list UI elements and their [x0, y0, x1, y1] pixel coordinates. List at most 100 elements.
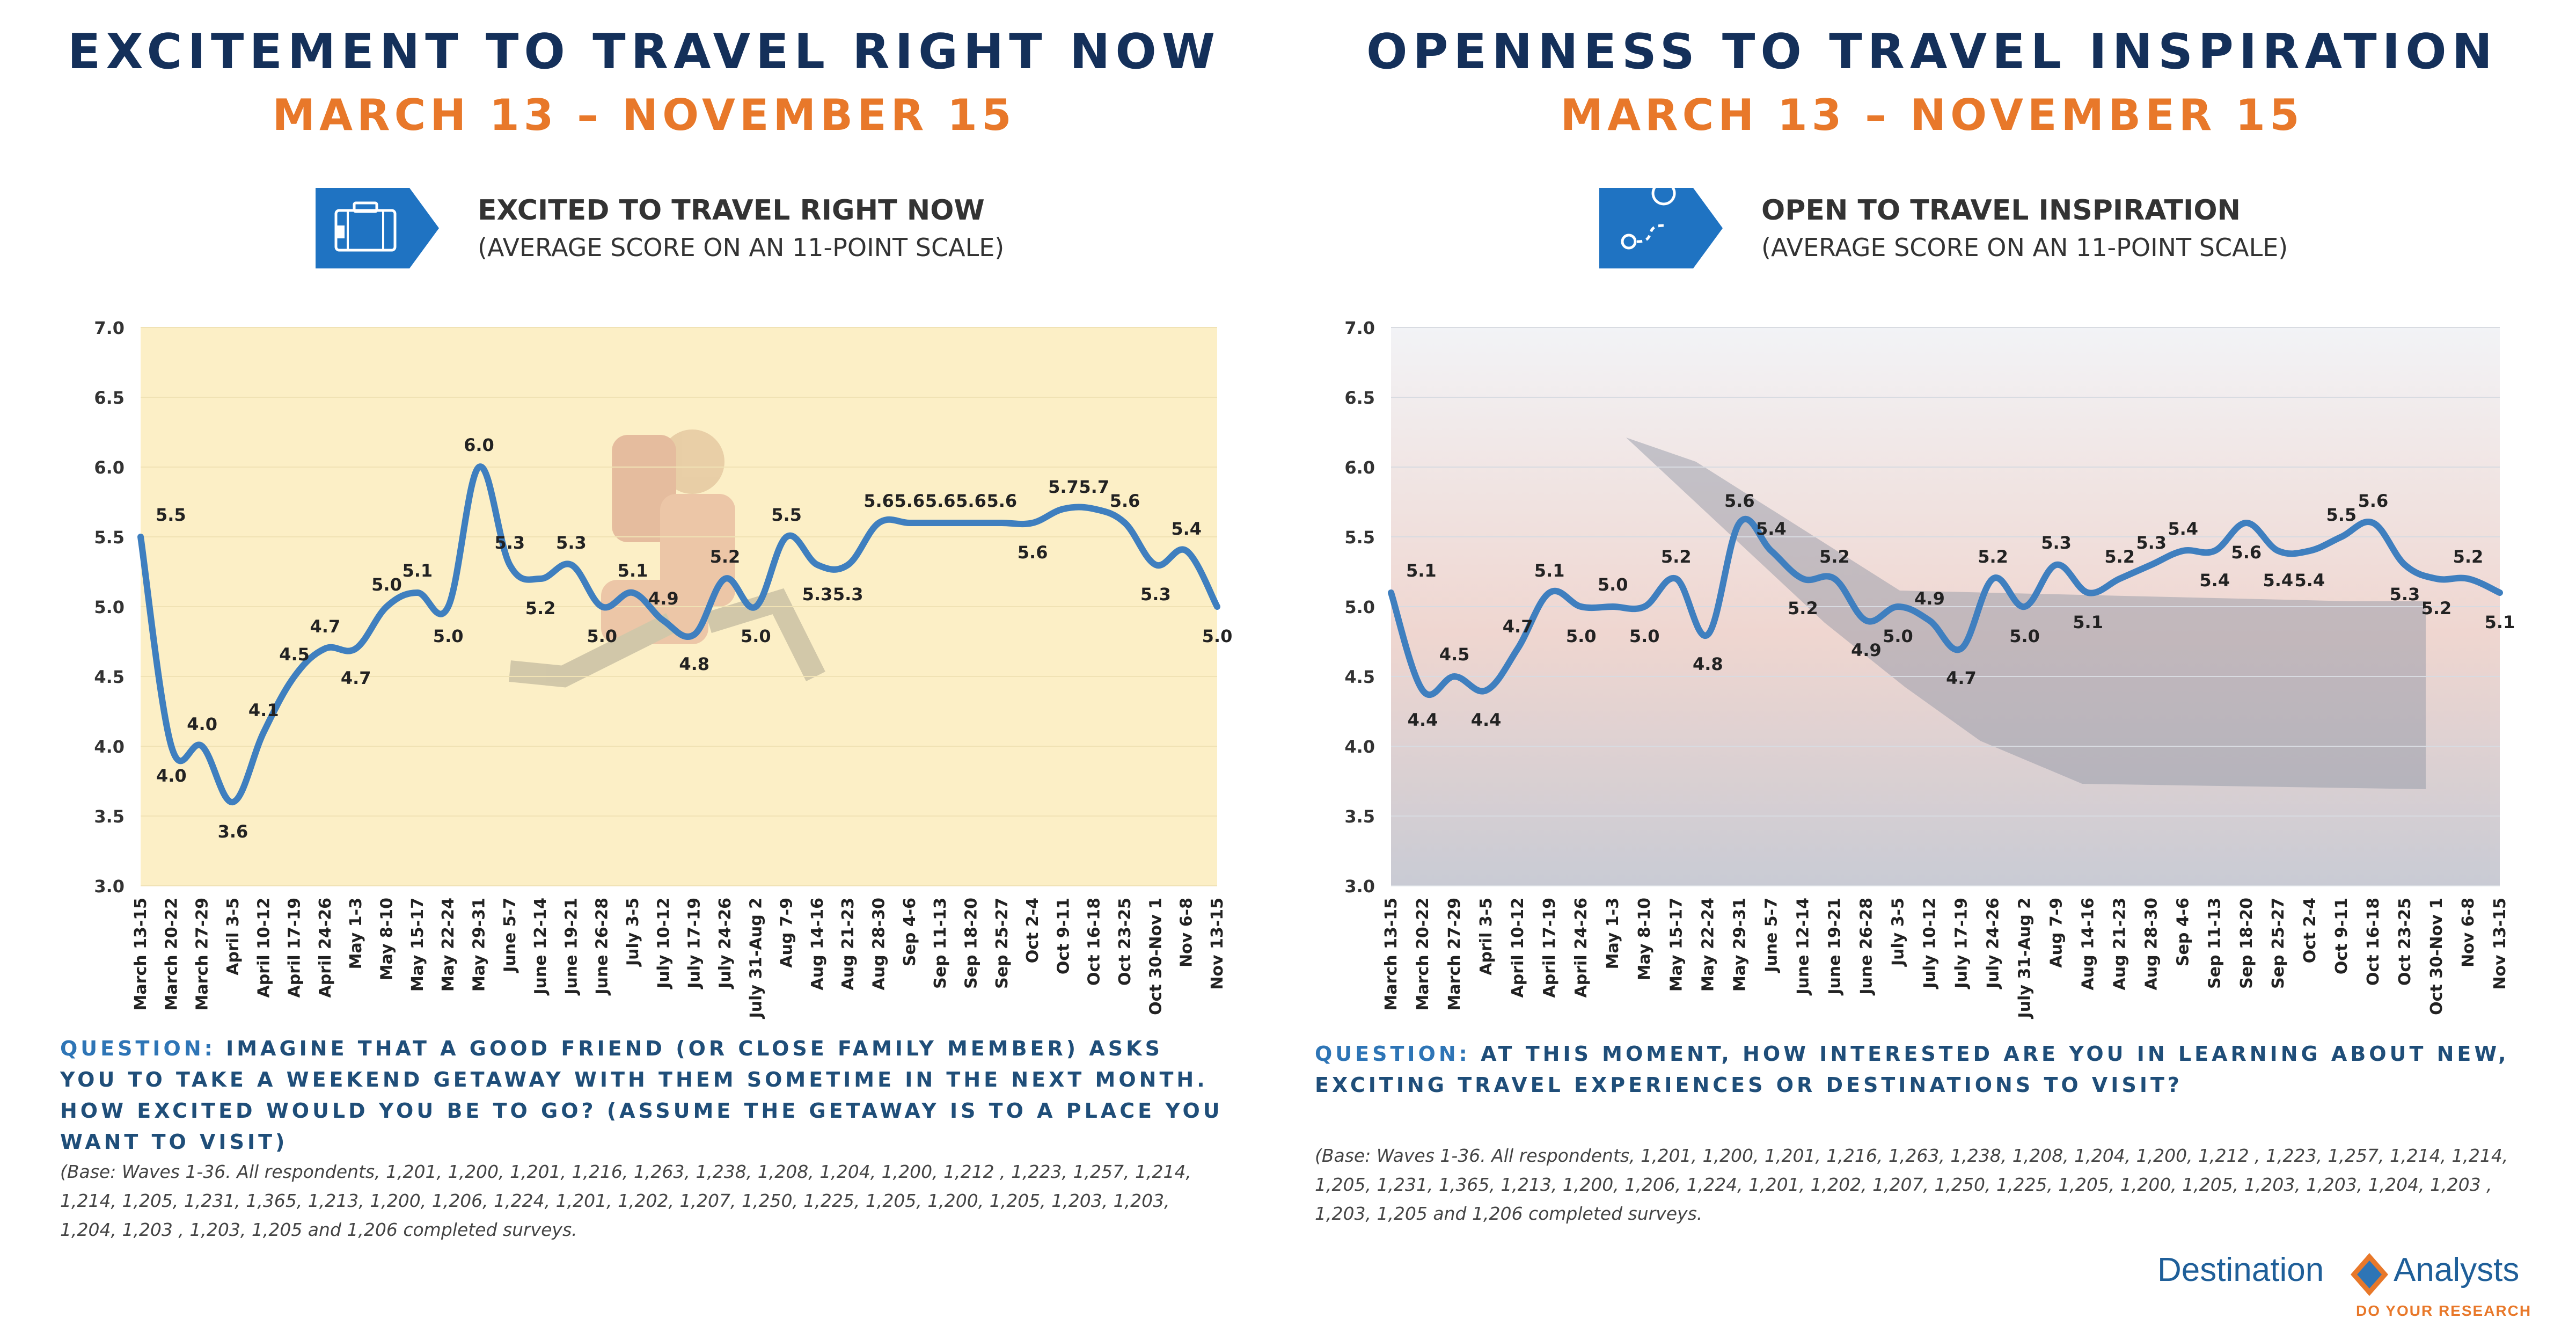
data-point [509, 564, 510, 565]
x-tick-label: July 17-19 [1952, 898, 1971, 989]
y-tick-label: 4.5 [94, 667, 125, 687]
chart-openness: 3.0 3.5 4.0 4.5 5.0 5.5 6.0 6.5 7.0 March 13-15 Ma… [1344, 318, 2515, 1019]
data-point [478, 467, 480, 468]
data-label: 5.4 [1756, 519, 1787, 539]
data-point [324, 648, 326, 649]
data-label: 5.4 [1171, 519, 1202, 539]
question-body: AT THIS MOMENT, HOW INTERESTED ARE YOU I… [1315, 1042, 2509, 1097]
data-label: 5.7 [1048, 477, 1079, 497]
data-point [2024, 606, 2025, 607]
data-point [1580, 606, 1582, 607]
data-point [1707, 634, 1709, 635]
data-point [540, 578, 541, 579]
data-point [232, 802, 233, 803]
y-tick-label: 6.5 [94, 388, 125, 408]
x-tick-label: July 31-Aug 2 [747, 898, 765, 1019]
x-tick-label: April 10-12 [254, 898, 273, 997]
x-tick-label: March 13-15 [131, 898, 150, 1010]
y-tick-label: 3.5 [1344, 806, 1375, 827]
data-label: 5.4 [2168, 519, 2198, 539]
x-tick-label: Aug 14-16 [2079, 898, 2098, 990]
base-note: (Base: Waves 1-36. All respondents, 1,20… [60, 1161, 1191, 1240]
x-tick-label: Oct 16-18 [2364, 898, 2383, 986]
data-point [2435, 578, 2437, 579]
panel-openness: OPENNESS TO TRAVEL INSPIRATION MARCH 13 … [1288, 0, 2576, 1340]
x-tick-label: May 8-10 [378, 898, 397, 980]
x-tick-label: Aug 14-16 [808, 898, 827, 990]
data-point [2214, 550, 2215, 551]
data-point [786, 536, 787, 537]
data-point [2182, 550, 2184, 551]
y-tick-label: 3.5 [94, 806, 125, 827]
x-tick-label: June 26-28 [1857, 898, 1876, 996]
data-label: 5.6 [1724, 491, 1755, 511]
x-tick-label: Aug 28-30 [870, 898, 889, 990]
data-label: 5.3 [1140, 584, 1171, 605]
data-label: 5.3 [2136, 533, 2167, 553]
data-label: 4.8 [679, 654, 709, 674]
data-point [1612, 606, 1614, 607]
data-label: 5.4 [2199, 570, 2230, 591]
data-label: 5.6 [2358, 491, 2389, 511]
y-tick-label: 5.0 [94, 597, 125, 617]
data-label: 5.6 [986, 491, 1017, 511]
data-label: 5.0 [741, 626, 771, 646]
x-tick-label: Nov 6-8 [2459, 898, 2478, 967]
x-tick-label: Sep 18-20 [962, 898, 980, 989]
data-label: 5.2 [1819, 547, 1850, 567]
x-tick-label: July 17-19 [685, 898, 704, 989]
x-tick-label: Aug 21-23 [2111, 898, 2129, 990]
panel-excitement: EXCITEMENT TO TRAVEL RIGHT NOW MARCH 13 … [60, 24, 1232, 1240]
x-tick-label: Oct 9-11 [2332, 898, 2351, 974]
data-label: 5.1 [618, 560, 648, 581]
y-tick-label: 7.0 [94, 318, 125, 338]
x-tick-label: May 1-3 [347, 898, 365, 969]
data-point [1485, 690, 1487, 691]
data-point [1675, 578, 1677, 579]
data-label: 5.6 [895, 491, 925, 511]
data-point [386, 606, 387, 607]
data-point [693, 634, 695, 635]
destination-analysts-logo: Destination Analysts DO YOUR RESEARCH [2157, 1251, 2565, 1326]
data-point [878, 522, 880, 523]
data-label: 5.6 [925, 491, 956, 511]
x-tick-label: Sep 4-6 [901, 898, 919, 966]
data-point [1422, 690, 1424, 691]
data-label: 4.7 [341, 668, 371, 688]
series-heading: OPEN TO TRAVEL INSPIRATION [1761, 194, 2241, 227]
data-label: 5.6 [1110, 491, 1140, 511]
data-point [632, 592, 634, 593]
data-label: 5.5 [156, 505, 186, 525]
data-label: 5.2 [2453, 547, 2484, 567]
data-label: 5.3 [2041, 533, 2072, 553]
data-point [663, 620, 664, 621]
x-tick-label: April 3-5 [1477, 898, 1496, 975]
data-point [2372, 522, 2374, 523]
y-tick-label: 5.5 [1344, 527, 1375, 548]
data-label: 5.0 [2009, 626, 2040, 646]
data-point [1454, 676, 1455, 677]
data-label: 5.6 [863, 491, 894, 511]
base-note: (Base: Waves 1-36. All respondents, 1,20… [1315, 1145, 2508, 1224]
route-map-icon [1599, 188, 1723, 268]
data-point [2499, 592, 2500, 593]
data-label: 5.0 [1883, 626, 1913, 646]
data-label: 5.3 [802, 584, 833, 605]
data-point [448, 606, 449, 607]
y-tick-label: 6.0 [1344, 457, 1375, 478]
data-point [2340, 536, 2342, 537]
y-tick-label: 6.0 [94, 457, 125, 478]
data-point [201, 746, 203, 747]
data-label: 5.7 [1079, 477, 1109, 497]
logo-tagline: DO YOUR RESEARCH [2356, 1302, 2532, 1319]
data-label: 5.5 [771, 505, 802, 525]
data-label: 5.0 [587, 626, 617, 646]
y-tick-label: 3.0 [94, 876, 125, 897]
data-point [294, 676, 295, 677]
x-tick-label: Sep 4-6 [2174, 898, 2193, 966]
suitcase-icon [316, 188, 439, 268]
data-point [355, 648, 357, 649]
y-tick-label: 5.5 [94, 527, 125, 548]
data-label: 5.1 [1534, 560, 1565, 581]
data-point [140, 536, 141, 537]
